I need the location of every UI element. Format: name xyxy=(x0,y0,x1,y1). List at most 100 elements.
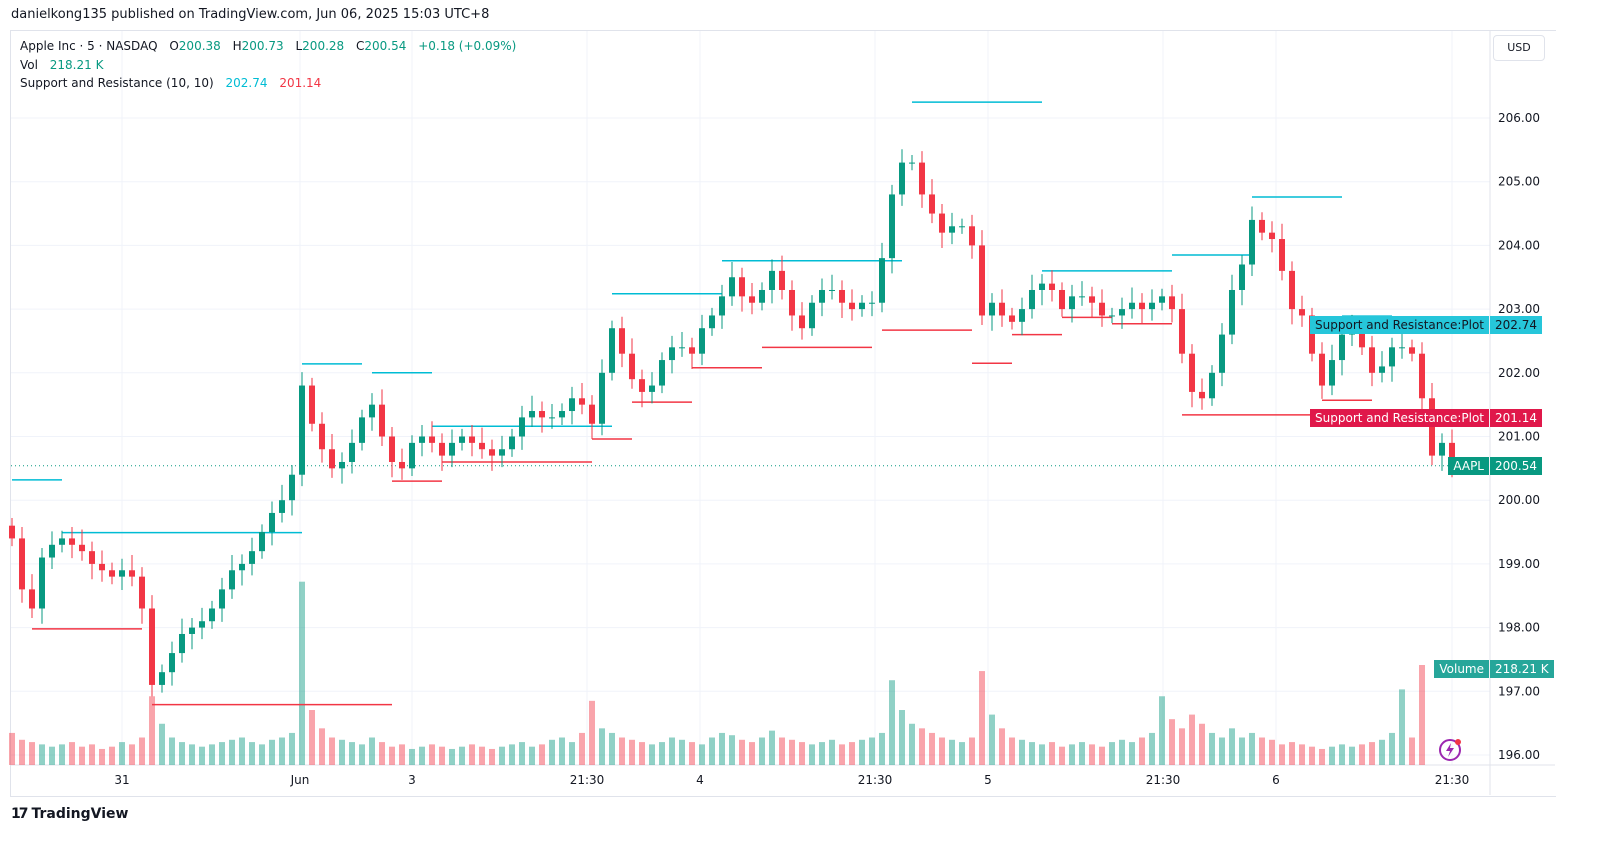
candle xyxy=(519,405,525,450)
volume-bar xyxy=(749,742,755,765)
candle-body xyxy=(1329,360,1335,386)
candle-body xyxy=(449,442,455,456)
candle xyxy=(129,554,135,587)
x-tick-label: 31 xyxy=(114,773,129,787)
volume-value: 218.21 K xyxy=(49,57,104,72)
volume-bar xyxy=(1339,744,1345,765)
candle xyxy=(429,421,435,453)
candle xyxy=(419,425,425,457)
candle xyxy=(329,433,335,478)
candle-body xyxy=(929,194,935,214)
candle xyxy=(289,465,295,516)
volume-bar xyxy=(769,730,775,765)
x-tick-label: Jun xyxy=(290,773,310,787)
candle xyxy=(1269,221,1275,253)
volume-bar xyxy=(339,739,345,765)
candle xyxy=(1119,297,1125,329)
volume-bar xyxy=(439,746,445,765)
x-tick-label: 21:30 xyxy=(570,773,605,787)
volume-bar xyxy=(829,739,835,765)
tradingview-logo[interactable]: 17 TradingView xyxy=(11,806,128,822)
x-tick-label: 6 xyxy=(1272,773,1280,787)
candle-body xyxy=(469,436,475,443)
candle-body xyxy=(859,302,865,310)
volume-bar xyxy=(109,746,115,765)
candle-body xyxy=(799,315,805,329)
candle xyxy=(1039,274,1045,306)
candle-body xyxy=(229,570,235,590)
x-tick-label: 21:30 xyxy=(858,773,893,787)
volume-bar xyxy=(1109,742,1115,765)
volume-bar xyxy=(1019,739,1025,765)
volume-bar xyxy=(1029,742,1035,765)
candle-body xyxy=(719,296,725,316)
candle-body xyxy=(69,538,75,545)
y-tick-label: 205.00 xyxy=(1498,175,1540,189)
volume-bar xyxy=(409,748,415,765)
candle-body xyxy=(1019,309,1025,322)
candle-body xyxy=(209,608,215,622)
candle-body xyxy=(809,302,815,329)
candle-body xyxy=(29,589,35,609)
currency-button[interactable]: USD xyxy=(1493,35,1545,61)
candle xyxy=(569,386,575,425)
volume-bar xyxy=(519,742,525,765)
candle xyxy=(379,389,385,447)
volume-bar xyxy=(269,739,275,765)
volume-bar xyxy=(1149,732,1155,765)
volume-bar xyxy=(1099,746,1105,765)
candle xyxy=(1099,289,1105,327)
volume-bar xyxy=(669,737,675,765)
volume-bar xyxy=(1179,728,1185,765)
candle-body xyxy=(129,570,135,577)
volume-bar xyxy=(689,742,695,765)
candle-body xyxy=(1399,347,1405,349)
candle-body xyxy=(1069,296,1075,310)
x-tick-label: 21:30 xyxy=(1435,773,1470,787)
candle-body xyxy=(1099,302,1105,316)
candle-body xyxy=(1319,353,1325,386)
candle-body xyxy=(119,570,125,577)
indicator-support-value: 201.14 xyxy=(279,76,322,90)
symbol-title[interactable]: Apple Inc · 5 · NASDAQ xyxy=(20,39,158,53)
low-value: 200.28 xyxy=(302,39,345,53)
candle-body xyxy=(59,538,65,545)
volume-bar xyxy=(1059,746,1065,765)
candle-body xyxy=(679,347,685,349)
high-value: 200.73 xyxy=(241,39,284,53)
volume-bar xyxy=(539,744,545,765)
volume-label[interactable]: Vol xyxy=(20,57,38,72)
candle-body xyxy=(1169,296,1175,310)
candle xyxy=(509,428,515,457)
candle xyxy=(79,529,85,561)
volume-bar xyxy=(249,742,255,765)
candle-body xyxy=(1209,372,1215,399)
candle-body xyxy=(529,411,535,418)
volume-bar xyxy=(1199,723,1205,765)
candle xyxy=(689,337,695,369)
candle xyxy=(209,600,215,629)
candle-body xyxy=(419,436,425,443)
volume-bar xyxy=(1139,737,1145,765)
candle xyxy=(529,395,535,427)
sparkle-lightning-icon xyxy=(1439,739,1461,761)
candle xyxy=(719,284,725,329)
candle-body xyxy=(1059,289,1065,310)
candle-body xyxy=(399,461,405,469)
candle-body xyxy=(729,277,735,297)
volume-bar xyxy=(1159,696,1165,765)
volume-bar xyxy=(969,737,975,765)
candle xyxy=(19,526,25,603)
volume-bar xyxy=(379,742,385,765)
volume-bar xyxy=(729,735,735,765)
candle xyxy=(699,314,705,366)
indicator-label[interactable]: Support and Resistance (10, 10) xyxy=(20,76,214,90)
candle-body xyxy=(889,194,895,259)
candle xyxy=(269,501,275,546)
candle xyxy=(1289,261,1295,325)
y-tick-label: 199.00 xyxy=(1498,557,1540,571)
candle xyxy=(399,448,405,480)
candle-body xyxy=(49,544,55,558)
candle-body xyxy=(899,162,905,195)
